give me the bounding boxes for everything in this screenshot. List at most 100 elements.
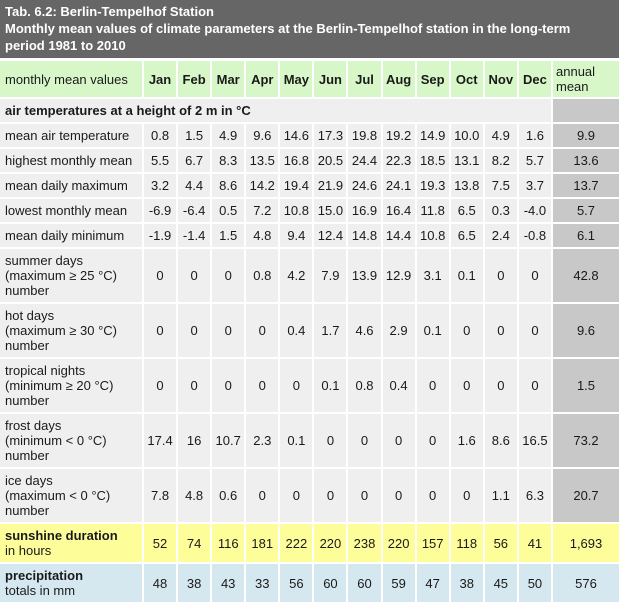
month-value-cell: 0 [450,469,483,522]
month-value-cell: 5.5 [144,149,177,172]
month-value-cell: 4.8 [246,224,279,247]
month-value-cell: 8.6 [484,414,517,467]
month-value-cell: 19.4 [280,174,313,197]
column-header-month-apr: Apr [246,61,279,97]
month-value-cell: -6.4 [178,199,211,222]
month-value-cell: 7.5 [484,174,517,197]
climate-table: monthly mean values Jan Feb Mar Apr May … [0,59,619,604]
annual-value-cell: 20.7 [553,469,619,522]
month-value-cell: 10.7 [212,414,245,467]
month-value-cell: 10.8 [416,224,449,247]
table-row: highest monthly mean 5.5 6.7 8.3 13.5 16.8 20.… [0,149,619,172]
month-value-cell: 24.1 [382,174,415,197]
month-value-cell: 13.8 [450,174,483,197]
month-value-cell: 1.5 [212,224,245,247]
month-value-cell: 24.6 [348,174,381,197]
month-value-cell: 5.7 [518,149,551,172]
month-value-cell: 38 [178,564,211,602]
month-value-cell: -0.8 [518,224,551,247]
month-value-cell: 50 [518,564,551,602]
annual-value-cell: 1,693 [553,524,619,562]
month-value-cell: 3.1 [416,249,449,302]
month-value-cell: 19.8 [348,124,381,147]
month-value-cell: 0.4 [280,304,313,357]
month-value-cell: 56 [484,524,517,562]
month-value-cell: 0 [280,469,313,522]
table-row: tropical nights (minimum ≥ 20 °C) number… [0,359,619,412]
month-value-cell: 48 [144,564,177,602]
annual-value-cell: 5.7 [553,199,619,222]
month-value-cell: 52 [144,524,177,562]
month-value-cell: 0.4 [382,359,415,412]
month-value-cell: 45 [484,564,517,602]
column-header-label: monthly mean values [0,61,142,97]
month-value-cell: 0 [144,304,177,357]
row-label-cell: frost days (minimum < 0 °C) number [0,414,142,467]
month-value-cell: 60 [348,564,381,602]
table-row: precipitation totals in mm 48 38 43 33 56 60 60 5… [0,564,619,602]
annual-value-cell: 42.8 [553,249,619,302]
month-value-cell: 18.5 [416,149,449,172]
month-value-cell: 16.5 [518,414,551,467]
month-value-cell: 17.4 [144,414,177,467]
month-value-cell: 19.2 [382,124,415,147]
month-value-cell: 4.9 [484,124,517,147]
month-value-cell: 118 [450,524,483,562]
column-header-month-sep: Sep [416,61,449,97]
month-value-cell: 4.6 [348,304,381,357]
month-value-cell: 0.3 [484,199,517,222]
column-header-month-oct: Oct [450,61,483,97]
month-value-cell: 0 [314,469,347,522]
month-value-cell: 13.1 [450,149,483,172]
column-header-annual-mean: annual mean [553,61,619,97]
month-value-cell: 1.1 [484,469,517,522]
table-title: Tab. 6.2: Berlin-Tempelhof Station [5,4,214,19]
table-row: sunshine duration in hours 52 74 116 181 222 22… [0,524,619,562]
month-value-cell: 4.8 [178,469,211,522]
month-value-cell: 0 [246,469,279,522]
section-header-annual-cell [553,99,619,122]
column-header-month-jul: Jul [348,61,381,97]
month-value-cell: 14.6 [280,124,313,147]
month-value-cell: 12.4 [314,224,347,247]
month-value-cell: 0 [518,304,551,357]
month-value-cell: 10.8 [280,199,313,222]
month-value-cell: 0 [280,359,313,412]
month-value-cell: 33 [246,564,279,602]
month-value-cell: 6.3 [518,469,551,522]
month-value-cell: -1.9 [144,224,177,247]
month-value-cell: 0 [212,249,245,302]
month-value-cell: 0.6 [212,469,245,522]
month-value-cell: 7.8 [144,469,177,522]
month-value-cell: 8.2 [484,149,517,172]
month-value-cell: 2.9 [382,304,415,357]
month-value-cell: 1.6 [518,124,551,147]
month-value-cell: 13.9 [348,249,381,302]
month-value-cell: 14.8 [348,224,381,247]
month-value-cell: 0 [348,469,381,522]
month-value-cell: 0.1 [314,359,347,412]
month-value-cell: 0 [484,304,517,357]
month-value-cell: 0.1 [416,304,449,357]
row-label-cell: mean daily minimum [0,224,142,247]
month-value-cell: 0.8 [144,124,177,147]
column-header-row: monthly mean values Jan Feb Mar Apr May … [0,61,619,97]
month-value-cell: 9.6 [246,124,279,147]
month-value-cell: 7.2 [246,199,279,222]
month-value-cell: 6.5 [450,199,483,222]
row-label-main: sunshine duration [5,528,118,543]
month-value-cell: 2.3 [246,414,279,467]
month-value-cell: 74 [178,524,211,562]
month-value-cell: 1.7 [314,304,347,357]
month-value-cell: 14.2 [246,174,279,197]
month-value-cell: 0 [382,414,415,467]
month-value-cell: 0 [246,359,279,412]
month-value-cell: 0 [518,249,551,302]
month-value-cell: 16.8 [280,149,313,172]
month-value-cell: 17.3 [314,124,347,147]
section-header-row: air temperatures at a height of 2 m in °… [0,99,619,122]
month-value-cell: 2.4 [484,224,517,247]
row-label-cell: precipitation totals in mm [0,564,142,602]
month-value-cell: 220 [382,524,415,562]
annual-value-cell: 73.2 [553,414,619,467]
